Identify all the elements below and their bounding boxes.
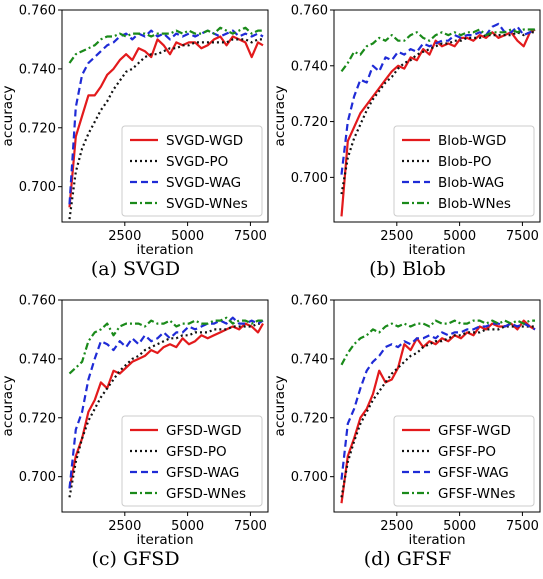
x-tick-label: 5000 xyxy=(171,519,204,534)
x-tick-label: 7500 xyxy=(234,229,267,244)
series-line-wag xyxy=(68,29,264,205)
series-line-wag xyxy=(68,316,264,489)
y-tick-label: 0.700 xyxy=(291,171,328,186)
y-tick-label: 0.740 xyxy=(19,352,56,367)
chart-gfsd: 2500 5000 7500 0.700 0.720 0.740 0.760 iteratio… xyxy=(0,294,269,548)
x-axis-label: iteration xyxy=(136,242,193,258)
x-tick-label: 7500 xyxy=(506,519,539,534)
series-line-wag xyxy=(340,22,536,175)
series-lines xyxy=(68,26,264,220)
legend-label-po: SVGD-PO xyxy=(166,154,228,170)
legend-label-wnes: GFSD-WNes xyxy=(166,486,246,502)
y-tick-label: 0.720 xyxy=(19,411,56,426)
legend-label-po: Blob-PO xyxy=(438,154,491,170)
x-tick-label: 5000 xyxy=(171,229,204,244)
legend-label-wag: GFSD-WAG xyxy=(166,465,239,481)
series-line-po xyxy=(68,38,263,220)
legend: SVGD-WGD SVGD-PO SVGD-WAG SVGD-WNes xyxy=(121,125,263,217)
legend-label-wgd: Blob-WGD xyxy=(438,133,506,149)
legend-label-po: GFSF-PO xyxy=(438,444,496,460)
legend-label-wgd: GFSF-WGD xyxy=(438,423,511,439)
legend-label-wgd: SVGD-WGD xyxy=(166,133,243,149)
legend-box xyxy=(121,125,263,217)
y-tick-label: 0.760 xyxy=(19,4,56,19)
y-tick-label: 0.720 xyxy=(291,411,328,426)
chart-panel-blob: 2500 5000 7500 0.700 0.720 0.740 0.760 iteratio… xyxy=(272,0,543,289)
y-tick-label: 0.700 xyxy=(19,470,56,485)
legend-label-wag: Blob-WAG xyxy=(438,175,504,191)
x-axis-label: iteration xyxy=(136,532,193,548)
y-axis-label: accuracy xyxy=(0,86,16,147)
series-line-wgd xyxy=(68,322,264,489)
x-tick-label: 5000 xyxy=(443,519,476,534)
series-lines xyxy=(340,22,536,217)
caption-blob: (b) Blob xyxy=(369,258,446,280)
caption-gfsf: (d) GFSF xyxy=(363,548,452,570)
legend-label-wnes: GFSF-WNes xyxy=(438,486,515,502)
y-tick-label: 0.740 xyxy=(19,62,56,77)
legend-label-wnes: SVGD-WNes xyxy=(166,196,248,212)
chart-gfsf: 2500 5000 7500 0.700 0.720 0.740 0.760 iteratio… xyxy=(272,294,541,548)
y-tick-label: 0.740 xyxy=(291,352,328,367)
y-axis-label: accuracy xyxy=(272,376,288,437)
x-tick-label: 2500 xyxy=(380,229,413,244)
y-tick-label: 0.760 xyxy=(291,294,328,309)
legend: GFSD-WGD GFSD-PO GFSD-WAG GFSD-WNes xyxy=(121,415,263,507)
series-lines xyxy=(68,316,264,498)
y-tick-label: 0.760 xyxy=(19,294,56,309)
y-tick-label: 0.740 xyxy=(291,59,328,74)
x-tick-label: 7500 xyxy=(234,519,267,534)
series-line-wgd xyxy=(68,35,264,208)
series-line-po xyxy=(68,322,263,498)
y-axis-label: accuracy xyxy=(272,86,288,147)
chart-panel-svgd: 2500 5000 7500 0.700 0.720 0.740 0.760 iteratio… xyxy=(0,0,271,289)
legend-label-wag: SVGD-WAG xyxy=(166,175,241,191)
y-tick-label: 0.700 xyxy=(291,470,328,485)
y-tick-label: 0.700 xyxy=(19,180,56,195)
x-axis-label: iteration xyxy=(408,532,465,548)
legend-label-wnes: Blob-WNes xyxy=(438,196,511,212)
plot-frame xyxy=(333,299,541,513)
chart-panel-gfsd: 2500 5000 7500 0.700 0.720 0.740 0.760 iteratio… xyxy=(0,290,271,579)
caption-svgd: (a) SVGD xyxy=(90,258,181,280)
series-line-wnes xyxy=(340,319,535,366)
x-tick-label: 2500 xyxy=(108,229,141,244)
legend-box xyxy=(393,125,535,217)
series-line-po xyxy=(340,31,535,195)
plot-frame xyxy=(333,9,541,223)
series-line-wnes xyxy=(68,316,263,375)
series-line-wnes xyxy=(340,28,535,73)
x-axis-label: iteration xyxy=(408,242,465,258)
caption-gfsd: (c) GFSD xyxy=(91,548,180,570)
legend: Blob-WGD Blob-PO Blob-WAG Blob-WNes xyxy=(393,125,535,217)
series-lines xyxy=(340,319,536,504)
x-tick-label: 2500 xyxy=(108,519,141,534)
plot-frame xyxy=(61,9,269,223)
y-axis-label: accuracy xyxy=(0,376,16,437)
series-line-wnes xyxy=(68,26,263,64)
y-tick-label: 0.760 xyxy=(291,4,328,19)
x-tick-label: 2500 xyxy=(380,519,413,534)
x-tick-label: 7500 xyxy=(506,229,539,244)
legend-label-po: GFSD-PO xyxy=(166,444,227,460)
legend-box xyxy=(121,415,263,507)
legend: GFSF-WGD GFSF-PO GFSF-WAG GFSF-WNes xyxy=(393,415,535,507)
chart-panel-gfsf: 2500 5000 7500 0.700 0.720 0.740 0.760 iteratio… xyxy=(272,290,543,579)
chart-svgd: 2500 5000 7500 0.700 0.720 0.740 0.760 iteratio… xyxy=(0,4,269,258)
legend-label-wag: GFSF-WAG xyxy=(438,465,509,481)
y-tick-label: 0.720 xyxy=(19,121,56,136)
y-tick-label: 0.720 xyxy=(291,115,328,130)
legend-label-wgd: GFSD-WGD xyxy=(166,423,241,439)
x-tick-label: 5000 xyxy=(443,229,476,244)
legend-box xyxy=(393,415,535,507)
chart-blob: 2500 5000 7500 0.700 0.720 0.740 0.760 iteratio… xyxy=(272,4,541,258)
plot-frame xyxy=(61,299,269,513)
series-line-wag xyxy=(340,322,536,480)
